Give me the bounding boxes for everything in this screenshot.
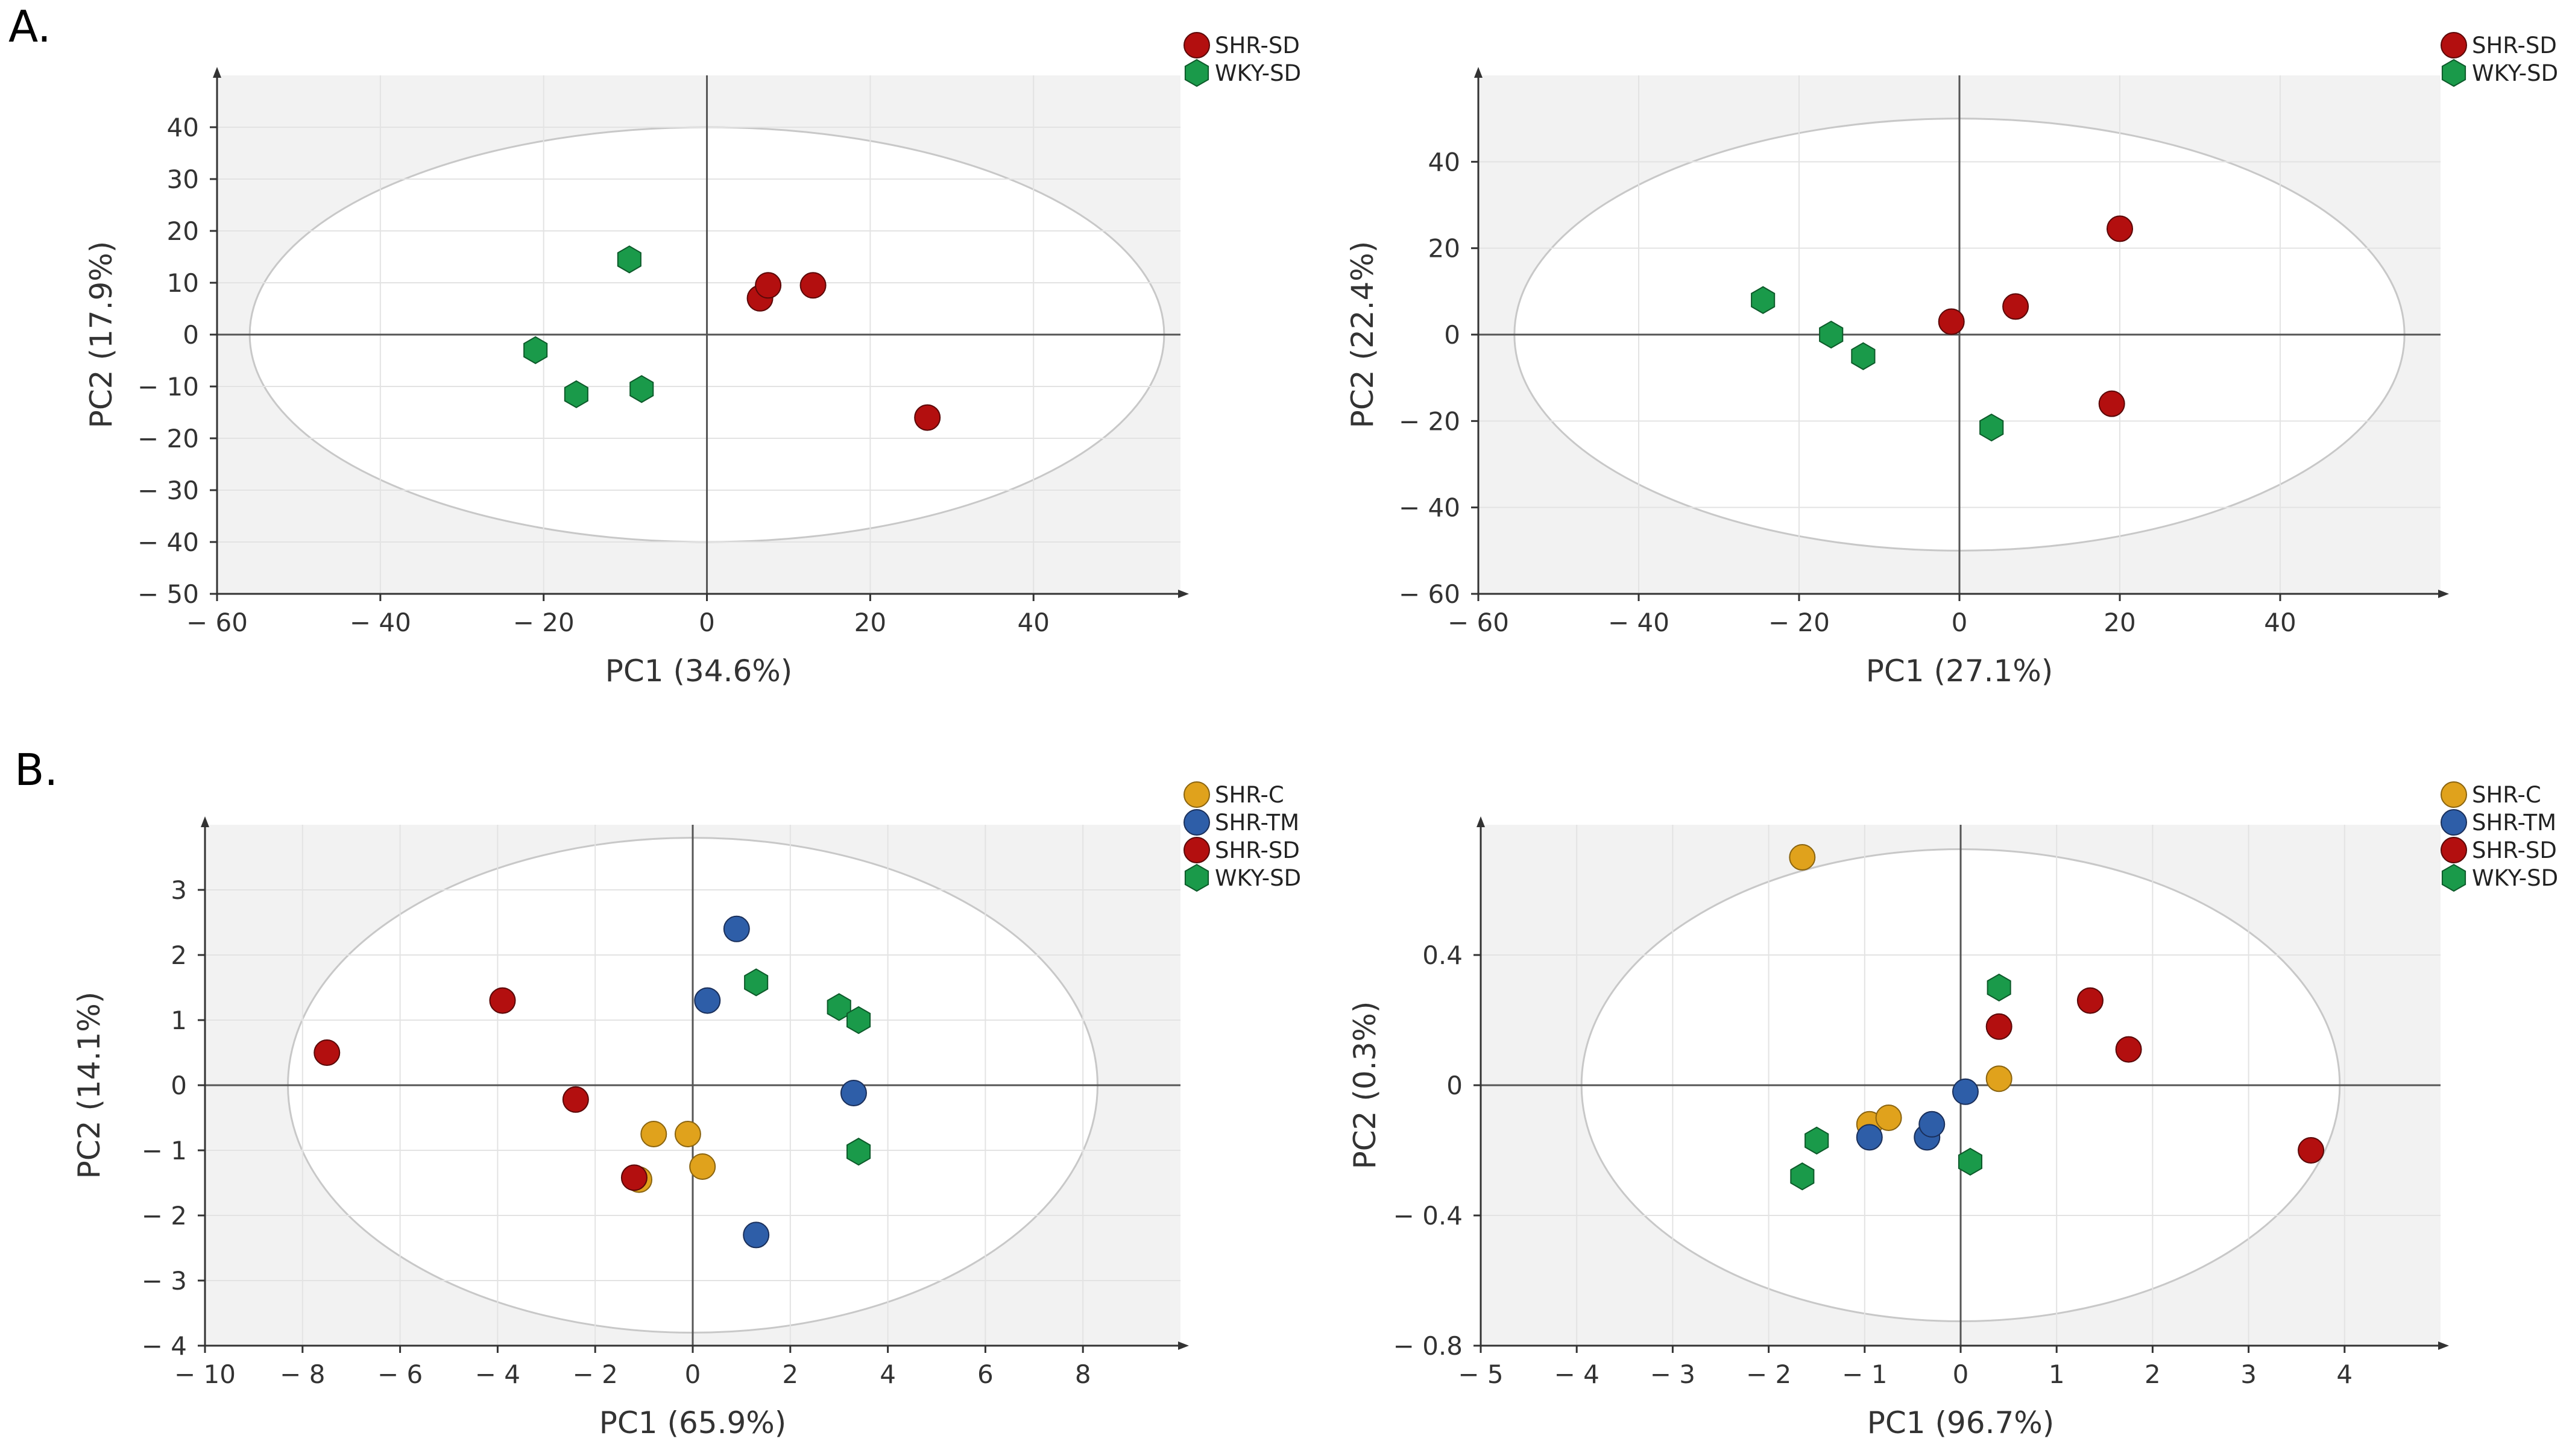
legend-marker-wky-sd: [1184, 58, 1209, 87]
y-tick-label: 0: [183, 320, 199, 350]
data-point-shr-sd: [914, 404, 941, 431]
y-tick-label: − 40: [137, 528, 199, 557]
y-axis-arrow-icon: [213, 67, 221, 78]
legend-label: WKY-SD: [1215, 60, 1301, 86]
x-tick-label: 40: [1018, 608, 1050, 637]
y-axis-title: PC2 (17.9%): [84, 241, 119, 429]
data-point-wky-sd: [564, 380, 588, 409]
y-tick-label: 10: [167, 268, 199, 298]
y-tick-label: 20: [167, 216, 199, 246]
legend-label: SHR-SD: [1215, 33, 1300, 58]
x-axis-arrow-icon: [1178, 590, 1189, 598]
data-point-shr-sd: [755, 272, 782, 299]
x-tick-label: − 20: [513, 608, 575, 637]
y-tick-label: − 50: [137, 579, 199, 609]
y-tick-label: 30: [167, 165, 199, 194]
data-point-wky-sd: [617, 245, 641, 274]
data-point-wky-sd: [523, 336, 548, 364]
x-tick-label: − 60: [186, 608, 248, 637]
x-tick-label: 0: [699, 608, 715, 637]
panel-label-b: B.: [14, 745, 58, 795]
panel-label-a: A.: [8, 1, 51, 52]
y-tick-label: 40: [167, 113, 199, 142]
y-tick-label: − 30: [137, 476, 199, 505]
y-tick-label: − 10: [137, 372, 199, 402]
legend-marker-shr-sd: [1183, 32, 1210, 58]
data-point-shr-sd: [799, 272, 827, 299]
x-tick-label: 20: [854, 608, 886, 637]
x-axis-title: PC1 (34.6%): [605, 654, 793, 689]
data-point-wky-sd: [629, 375, 654, 403]
x-tick-label: − 40: [350, 608, 411, 637]
y-tick-label: − 20: [137, 424, 199, 453]
